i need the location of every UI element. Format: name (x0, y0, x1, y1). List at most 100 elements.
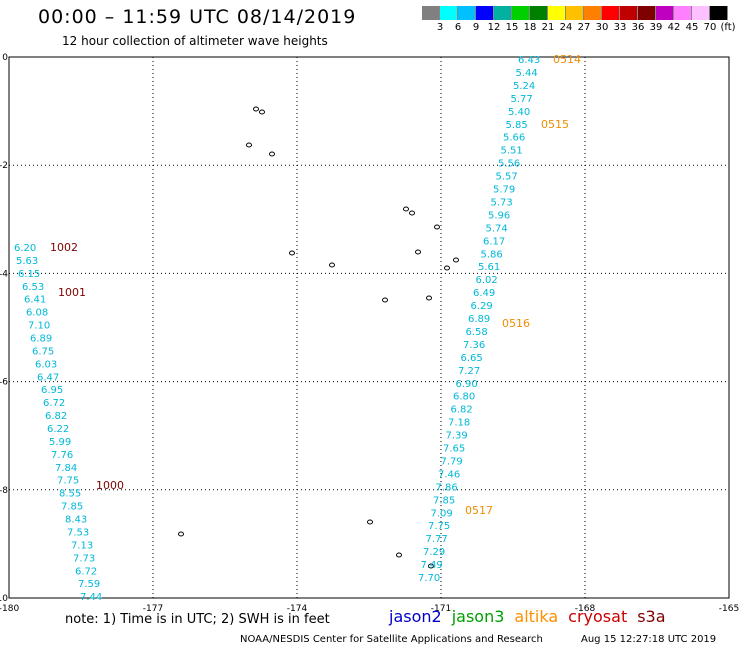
scale-swatch (656, 6, 674, 20)
scale-swatch (476, 6, 494, 20)
swh-value-right: 7.18 (448, 418, 470, 429)
swh-value-left: 7.10 (28, 321, 50, 332)
swh-value-right: 5.57 (496, 172, 518, 183)
y-tick-label: -4 (0, 269, 8, 279)
scale-swatch (422, 6, 440, 20)
scale-swatch (512, 6, 530, 20)
scale-label: 39 (649, 22, 663, 33)
swh-value-right: 5.74 (486, 223, 508, 234)
swh-value-right: 7.29 (423, 547, 445, 558)
x-tick-label: -180 (0, 604, 19, 614)
swh-value-right: 6.17 (483, 236, 505, 247)
swh-value-left: 6.03 (35, 359, 57, 370)
swh-value-right: 6.58 (466, 327, 488, 338)
scale-label: 15 (505, 22, 519, 33)
swh-value-right: 6.43 (518, 55, 540, 66)
island-outline (367, 519, 373, 525)
swh-value-right: 5.79 (493, 185, 515, 196)
scale-label: 18 (523, 22, 537, 33)
scale-label: 33 (613, 22, 627, 33)
swh-value-left: 7.13 (71, 540, 93, 551)
swh-value-right: 5.77 (511, 94, 533, 105)
swh-value-right: 5.85 (506, 120, 528, 131)
swh-value-right: 5.40 (508, 107, 530, 118)
swh-value-left: 6.08 (26, 308, 48, 319)
scale-swatch (602, 6, 620, 20)
swh-value-left: 7.84 (55, 463, 77, 474)
swh-value-right: 6.90 (456, 379, 478, 390)
swh-value-right: 6.65 (461, 353, 483, 364)
swh-value-left: 6.82 (45, 411, 67, 422)
page-title: 00:00 – 11:59 UTC 08/14/2019 (38, 6, 357, 28)
scale-swatch (494, 6, 512, 20)
scale-swatch (458, 6, 476, 20)
pass-time-left: 1001 (58, 286, 86, 299)
swh-value-left: 7.73 (73, 553, 95, 564)
swh-value-left: 8.55 (59, 489, 81, 500)
scale-label: 45 (685, 22, 699, 33)
island-outline (409, 210, 415, 216)
x-tick-label: -174 (287, 604, 308, 614)
island-outline (259, 109, 265, 115)
scale-swatch (674, 6, 692, 20)
pass-time-left: 1000 (96, 479, 124, 492)
y-tick-label: -10 (0, 594, 8, 604)
pass-time-right: 0516 (502, 317, 530, 330)
swh-value-left: 5.99 (49, 437, 71, 448)
island-outline (426, 295, 432, 301)
swh-value-right: 7.36 (463, 340, 485, 351)
color-scale-bar (422, 6, 728, 20)
scale-label: 21 (541, 22, 555, 33)
island-outline (415, 249, 421, 255)
swh-value-right: 7.27 (458, 366, 480, 377)
swh-value-right: 7.39 (446, 431, 468, 442)
scale-label: 6 (454, 22, 462, 33)
island-outline (178, 531, 184, 537)
scale-label: 12 (487, 22, 501, 33)
scale-label: 70 (703, 22, 717, 33)
swh-value-left: 6.72 (43, 398, 65, 409)
pass-time-right: 0514 (553, 53, 581, 66)
swh-value-right: 6.89 (468, 314, 490, 325)
footer-credit: NOAA/NESDIS Center for Satellite Applica… (240, 634, 543, 645)
x-tick-label: -171 (431, 604, 451, 614)
swh-value-left: 6.15 (18, 269, 40, 280)
swh-value-right: 6.82 (451, 405, 473, 416)
swh-value-right: 7.85 (433, 495, 455, 506)
swh-value-right: 5.73 (491, 197, 513, 208)
swh-value-left: 6.41 (24, 295, 46, 306)
island-outline (453, 257, 459, 263)
scale-label: 3 (436, 22, 444, 33)
swh-value-left: 7.76 (51, 450, 73, 461)
scale-label: 24 (559, 22, 573, 33)
x-tick-label: -177 (143, 604, 163, 614)
swh-value-right: 6.29 (471, 301, 493, 312)
y-tick-label: -6 (0, 378, 8, 388)
swh-value-right: 6.49 (473, 288, 495, 299)
swh-value-right: 5.86 (481, 249, 503, 260)
swh-value-left: 6.53 (22, 282, 44, 293)
swh-value-left: 6.47 (37, 372, 59, 383)
island-outline (269, 151, 275, 157)
island-outline (246, 142, 252, 148)
satellite-jason3: jason3 (451, 607, 505, 626)
scale-swatch (530, 6, 548, 20)
scale-label: 30 (595, 22, 609, 33)
island-outline (382, 297, 388, 303)
swh-value-left: 7.85 (61, 502, 83, 513)
swh-value-right: 7.77 (426, 534, 448, 545)
map-frame (8, 56, 730, 599)
satellite-jason2: jason2 (389, 607, 442, 626)
island-outline (434, 224, 440, 230)
island-outline (444, 265, 450, 271)
island-outline (396, 552, 402, 558)
swh-value-left: 8.43 (65, 515, 87, 526)
swh-value-right: 5.61 (478, 262, 500, 273)
color-scale-labels: 3 6 9 12 15 18 21 24 27 30 33 36 39 42 45 70 (ft) (422, 22, 740, 36)
pass-time-right: 0515 (541, 118, 569, 131)
y-tick-label: 0 (2, 53, 8, 63)
swh-value-right: 7.70 (418, 573, 440, 584)
island-outline (428, 563, 434, 569)
satellite-altika: altika (514, 607, 559, 626)
swh-value-left: 6.75 (32, 346, 54, 357)
